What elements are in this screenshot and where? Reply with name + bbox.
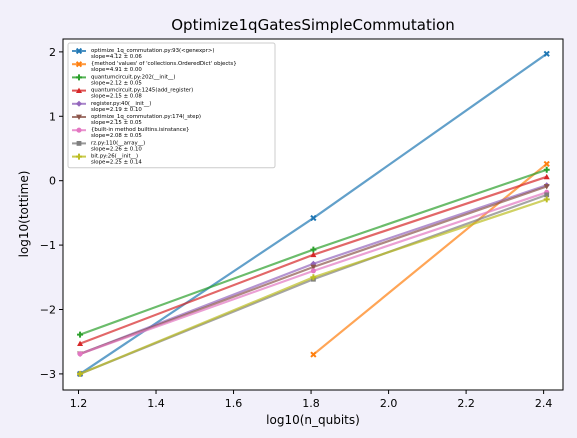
legend-slope: slope=4.91 ± 0.00 xyxy=(91,67,142,73)
x-tick-label: 1.4 xyxy=(147,397,165,410)
legend-entry-8: rz.py:110(__array__)slope=2.26 ± 0.10 xyxy=(72,140,145,152)
legend-slope: slope=2.15 ± 0.05 xyxy=(91,120,142,126)
data-point xyxy=(310,264,317,270)
data-point xyxy=(544,192,550,198)
legend-label: optimize_1q_commutation.py:93(<genexpr>) xyxy=(91,48,214,54)
legend-box xyxy=(67,42,276,169)
series-2 xyxy=(310,160,550,358)
legend-marker xyxy=(76,114,82,120)
data-point xyxy=(543,196,550,203)
legend-label: quantumcircuit.py:1245(add_register) xyxy=(91,88,193,94)
series-line xyxy=(312,163,548,356)
legend-entry-3: quantumcircuit.py:202(__init__)slope=2.1… xyxy=(72,74,175,86)
data-point xyxy=(543,160,550,168)
data-point xyxy=(543,166,550,173)
y-tick-label: −3 xyxy=(40,368,56,381)
legend-marker xyxy=(76,100,82,107)
series-4 xyxy=(77,173,550,347)
legend-entry-2: {method 'values' of 'collections.Ordered… xyxy=(72,61,237,73)
x-tick-label: 1.2 xyxy=(70,397,88,410)
legend-label: optimize_1q_commutation.py:174(_step) xyxy=(91,114,201,120)
y-tick-label: 2 xyxy=(49,46,56,59)
legend-label: rz.py:110(__array__) xyxy=(91,140,145,146)
x-tick-label: 2.4 xyxy=(535,397,553,410)
legend-label: bit.py:26(__init__) xyxy=(91,154,138,160)
data-point xyxy=(310,274,317,281)
y-axis: 2 1 0 −1 −2 −3 xyxy=(40,46,63,381)
y-axis-label: log10(tottime) xyxy=(17,171,31,258)
legend-slope: slope=2.25 ± 0.14 xyxy=(91,160,142,166)
x-tick-label: 2.2 xyxy=(457,397,475,410)
chart-title: Optimize1qGatesSimpleCommutation xyxy=(171,16,454,34)
data-point xyxy=(310,214,317,222)
legend-marker xyxy=(76,153,82,160)
legend-slope: slope=2.08 ± 0.05 xyxy=(91,133,142,139)
legend-slope: slope=2.19 ± 0.10 xyxy=(91,107,142,113)
legend-label: {method 'values' of 'collections.Ordered… xyxy=(91,61,237,67)
legend-marker xyxy=(76,141,82,146)
data-point xyxy=(310,251,317,258)
x-axis-label: log10(n_qubits) xyxy=(266,413,360,427)
legend-marker xyxy=(76,87,82,93)
data-point xyxy=(77,340,84,347)
legend-entry-6: optimize_1q_commutation.py:174(_step)slo… xyxy=(72,114,201,126)
data-point xyxy=(543,184,550,190)
legend-slope: slope=2.12 ± 0.05 xyxy=(91,80,142,86)
legend-entry-7: {built-in method builtins.isinstance}slo… xyxy=(72,127,189,139)
legend-marker xyxy=(75,61,83,68)
legend-entry-4: quantumcircuit.py:1245(add_register)slop… xyxy=(72,87,193,100)
legend-entry-9: bit.py:26(__init__)slope=2.25 ± 0.14 xyxy=(72,153,142,166)
legend-entry-1: optimize_1q_commutation.py:93(<genexpr>)… xyxy=(72,47,214,60)
x-axis: 1.2 1.4 1.6 1.8 2.0 2.2 2.4 xyxy=(70,390,553,410)
x-tick-label: 1.8 xyxy=(302,397,320,410)
data-point xyxy=(77,331,84,338)
data-point xyxy=(310,246,317,253)
y-tick-label: −1 xyxy=(40,239,56,252)
y-tick-label: 0 xyxy=(49,175,56,188)
data-lines xyxy=(76,50,550,378)
y-tick-label: 1 xyxy=(49,110,56,123)
legend-label: register.py:40(__init__) xyxy=(91,101,151,107)
data-point xyxy=(543,173,550,180)
legend-marker xyxy=(76,127,82,133)
legend-slope: slope=2.26 ± 0.10 xyxy=(91,146,142,152)
data-point xyxy=(77,351,83,357)
data-point xyxy=(543,50,550,57)
series-3 xyxy=(77,166,550,338)
y-tick-label: −2 xyxy=(40,303,56,316)
legend-marker xyxy=(75,47,83,55)
legend-marker xyxy=(76,74,82,81)
data-point xyxy=(310,351,317,358)
legend: optimize_1q_commutation.py:93(<genexpr>)… xyxy=(67,42,276,169)
x-tick-label: 2.0 xyxy=(380,397,398,410)
series-9 xyxy=(77,196,550,377)
data-point xyxy=(77,370,84,377)
legend-label: {built-in method builtins.isinstance} xyxy=(91,127,189,133)
legend-entry-5: register.py:40(__init__)slope=2.19 ± 0.1… xyxy=(72,100,151,113)
legend-label: quantumcircuit.py:202(__init__) xyxy=(91,74,175,80)
legend-slope: slope=4.12 ± 0.06 xyxy=(91,54,142,60)
x-tick-label: 1.6 xyxy=(225,397,243,410)
data-point xyxy=(310,268,316,274)
legend-slope: slope=2.15 ± 0.08 xyxy=(91,94,142,100)
